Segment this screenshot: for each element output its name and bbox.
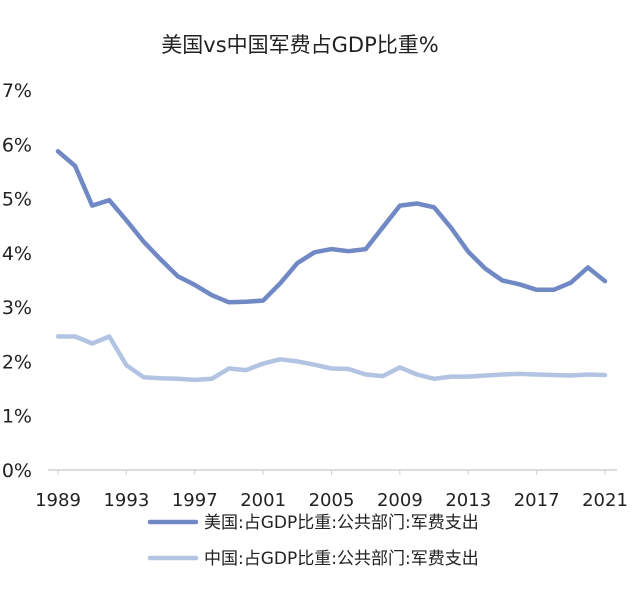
y-axis: 0% 1% 2% 3% 4% 5% 6% 7% — [2, 80, 32, 482]
y-tick-label: 4% — [2, 243, 32, 265]
legend-label-1: 中国:占GDP比重:公共部门:军费支出 — [204, 549, 479, 569]
x-axis: 1989 1993 1997 2001 2005 2009 2013 2017 2021 — [35, 469, 628, 511]
x-tick-label: 2005 — [309, 490, 355, 511]
plot-area — [55, 149, 608, 383]
x-tick-label: 1993 — [103, 490, 149, 511]
y-tick-label: 7% — [2, 80, 32, 102]
x-tick-label: 1989 — [35, 490, 81, 511]
y-tick-label: 5% — [2, 189, 32, 211]
x-tick-label: 2001 — [240, 490, 286, 511]
series-line-0 — [55, 149, 608, 305]
y-tick-label: 2% — [2, 351, 32, 373]
x-tick-label: 2013 — [445, 490, 491, 511]
x-tick-label: 2009 — [377, 490, 423, 511]
legend-label-0: 美国:占GDP比重:公共部门:军费支出 — [204, 513, 479, 533]
y-tick-label: 0% — [2, 460, 32, 482]
y-tick-label: 1% — [2, 406, 32, 428]
x-tick-label: 2021 — [582, 490, 628, 511]
series-line-1 — [55, 334, 608, 383]
y-tick-label: 6% — [2, 134, 32, 156]
y-tick-label: 3% — [2, 297, 32, 319]
x-tick-label: 1997 — [172, 490, 218, 511]
x-tick-label: 2017 — [514, 490, 560, 511]
chart-title: 美国vs中国军费占GDP比重% — [161, 33, 438, 57]
